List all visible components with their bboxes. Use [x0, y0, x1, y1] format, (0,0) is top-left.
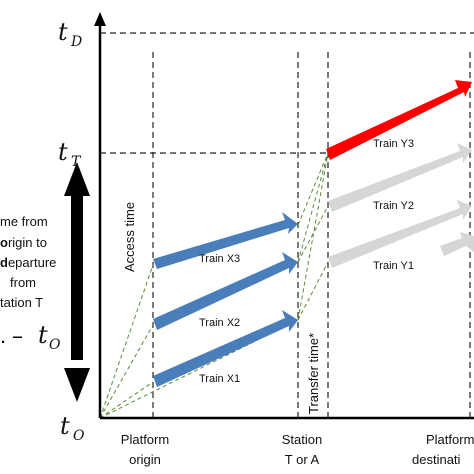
train-y2-arrow — [328, 143, 472, 212]
svg-text:.: . — [0, 323, 6, 348]
train-y2-label: Train Y2 — [373, 200, 414, 212]
svg-text:from: from — [10, 275, 36, 290]
svg-text:departure: departure — [0, 255, 56, 270]
access-time-label: Access time — [122, 202, 137, 272]
train-x3-arrow — [153, 212, 298, 269]
side-formula: . – t O — [0, 321, 61, 353]
train-x1-label: Train X1 — [199, 373, 240, 385]
svg-text:O: O — [73, 428, 85, 444]
time-axis-arrowhead — [94, 12, 106, 26]
svg-text:T or A: T or A — [285, 452, 320, 467]
train-y3-arrow — [326, 80, 472, 160]
train-y1-label: Train Y1 — [373, 260, 414, 272]
svg-text:D: D — [70, 34, 82, 50]
side-description: me from origin to departure from tation … — [0, 214, 56, 310]
svg-text:O: O — [49, 337, 61, 353]
train-x2-arrow — [153, 252, 298, 330]
t-transfer-label: t T — [58, 138, 82, 170]
double-arrow — [64, 162, 90, 402]
t-origin-label: t O — [60, 412, 85, 444]
svg-text:t: t — [58, 138, 68, 166]
train-x3-label: Train X3 — [199, 253, 240, 265]
svg-text:destinati: destinati — [412, 452, 461, 467]
station-label: Station T or A — [282, 432, 322, 467]
train-x1-arrow — [153, 310, 298, 387]
transfer-time-label: Transfer time* — [306, 333, 321, 414]
svg-text:t: t — [60, 412, 70, 440]
platform-destination-label: Platform destinati — [412, 432, 474, 467]
svg-text:origin: origin — [129, 452, 161, 467]
svg-text:tation T: tation T — [0, 295, 43, 310]
access-paths — [99, 152, 329, 419]
svg-text:origin to: origin to — [0, 235, 47, 250]
svg-text:Platform: Platform — [426, 432, 474, 447]
svg-text:–: – — [12, 324, 23, 349]
svg-text:T: T — [71, 154, 82, 170]
t-destination-label: t D — [58, 18, 82, 50]
train-x2-label: Train X2 — [199, 317, 240, 329]
svg-text:Platform: Platform — [121, 432, 169, 447]
svg-text:Station: Station — [282, 432, 322, 447]
train-y3-label: Train Y3 — [373, 138, 414, 150]
svg-text:me from: me from — [0, 214, 48, 229]
svg-text:t: t — [38, 321, 48, 349]
train-y1-arrow — [328, 200, 472, 268]
svg-text:t: t — [58, 18, 68, 46]
platform-origin-label: Platform origin — [121, 432, 169, 467]
train-y-extra-arrow — [440, 232, 474, 256]
